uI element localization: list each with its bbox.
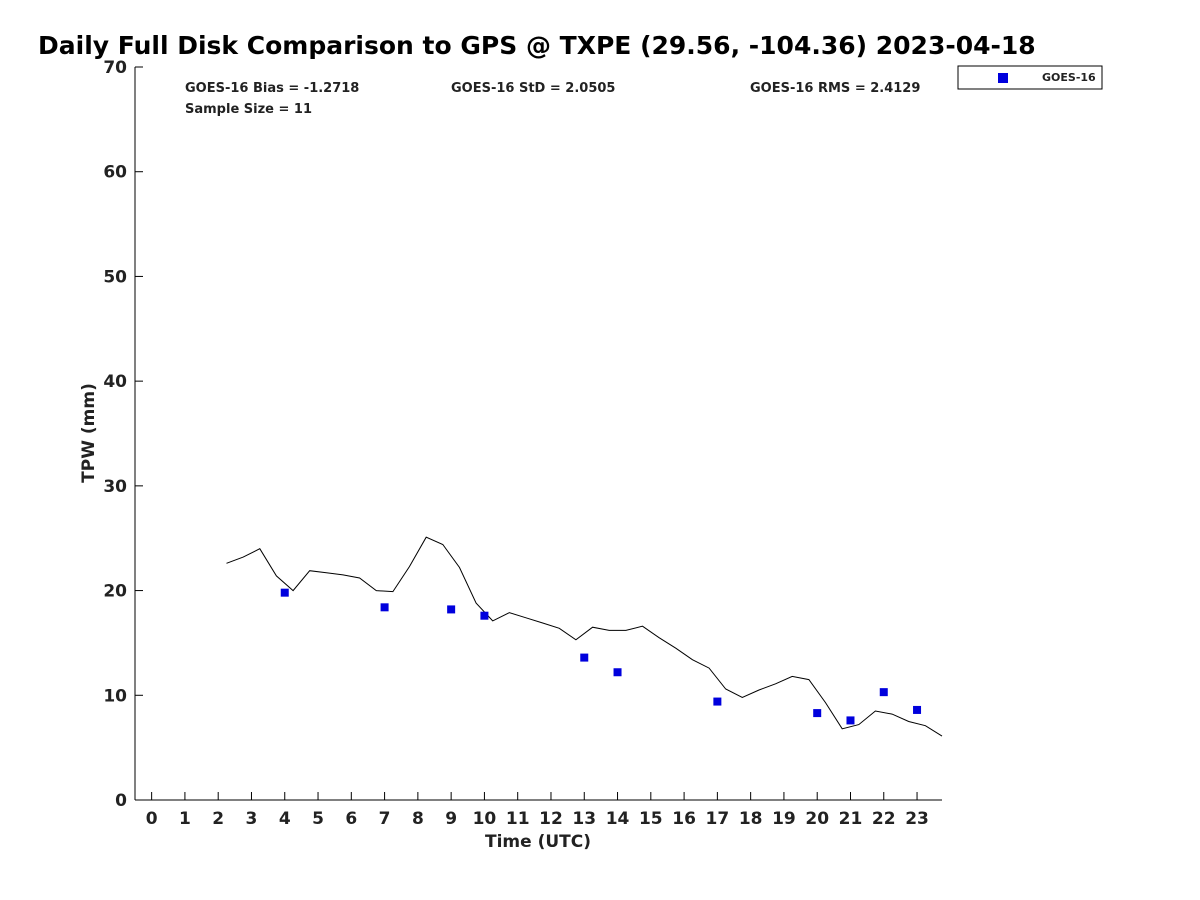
- y-tick-label-20: 20: [103, 582, 127, 602]
- gps-line-series: [226, 536, 943, 737]
- x-tick-label-0: 0: [146, 809, 158, 829]
- x-tick-label-18: 18: [739, 809, 763, 829]
- legend-marker-goes16: [998, 73, 1008, 83]
- gps-line: [226, 536, 943, 737]
- x-tick-label-10: 10: [473, 809, 497, 829]
- y-tick-label-30: 30: [103, 477, 127, 497]
- x-tick-label-11: 11: [506, 809, 530, 829]
- rms-stat: GOES-16 RMS = 2.4129: [750, 81, 920, 96]
- x-tick-label-20: 20: [805, 809, 829, 829]
- legend-label-goes16: GOES-16: [1042, 71, 1096, 84]
- x-tick-label-17: 17: [706, 809, 730, 829]
- y-tick-label-40: 40: [103, 372, 127, 392]
- x-tick-label-22: 22: [872, 809, 896, 829]
- bias-stat: GOES-16 Bias = -1.2718: [185, 81, 359, 96]
- x-tick-label-6: 6: [345, 809, 357, 829]
- x-tick-label-5: 5: [312, 809, 324, 829]
- x-tick-label-3: 3: [246, 809, 258, 829]
- axes: [134, 67, 942, 801]
- x-tick-label-16: 16: [672, 809, 696, 829]
- legend-box: [957, 65, 1103, 90]
- goes16-point-13: [580, 653, 589, 662]
- y-tick-label-60: 60: [103, 163, 127, 183]
- goes16-point-20: [813, 709, 822, 718]
- x-tick-label-13: 13: [572, 809, 596, 829]
- x-tick-label-23: 23: [905, 809, 929, 829]
- goes16-point-17: [713, 697, 722, 706]
- x-tick-label-8: 8: [412, 809, 424, 829]
- x-tick-label-1: 1: [179, 809, 191, 829]
- legend: GOES-16: [957, 65, 1103, 90]
- goes16-point-4: [280, 588, 289, 597]
- x-tick-label-19: 19: [772, 809, 796, 829]
- y-tick-label-10: 10: [103, 686, 127, 706]
- y-axis-label: TPW (mm): [79, 383, 99, 483]
- std-stat: GOES-16 StD = 2.0505: [451, 81, 615, 96]
- goes16-point-7: [380, 603, 389, 612]
- goes16-scatter-series: [280, 588, 922, 725]
- x-tick-label-2: 2: [212, 809, 224, 829]
- x-tick-label-21: 21: [839, 809, 863, 829]
- chart-title: Daily Full Disk Comparison to GPS @ TXPE…: [38, 31, 1036, 60]
- x-tick-label-4: 4: [279, 809, 291, 829]
- y-tick-label-70: 70: [103, 58, 127, 78]
- x-ticks: 0 1 2 3 4 5 6 7 8 9 10 11 12 13 14 15 16 17 18 19 20 21 22 23: [146, 792, 929, 829]
- x-axis-label: Time (UTC): [485, 832, 591, 852]
- goes16-point-22: [879, 688, 888, 697]
- y-tick-label-50: 50: [103, 267, 127, 287]
- x-tick-label-12: 12: [539, 809, 563, 829]
- sample-size-stat: Sample Size = 11: [185, 102, 312, 117]
- y-tick-label-0: 0: [115, 791, 127, 811]
- x-tick-label-15: 15: [639, 809, 663, 829]
- goes16-point-10: [480, 611, 489, 620]
- x-tick-label-7: 7: [379, 809, 391, 829]
- x-tick-label-9: 9: [445, 809, 457, 829]
- goes16-point-9: [447, 605, 456, 614]
- y-ticks: 0 10 20 30 40 50 60 70: [103, 58, 143, 811]
- goes16-point-21: [846, 716, 855, 725]
- goes16-point-23: [913, 705, 922, 714]
- x-tick-label-14: 14: [606, 809, 630, 829]
- goes16-point-14: [613, 668, 622, 677]
